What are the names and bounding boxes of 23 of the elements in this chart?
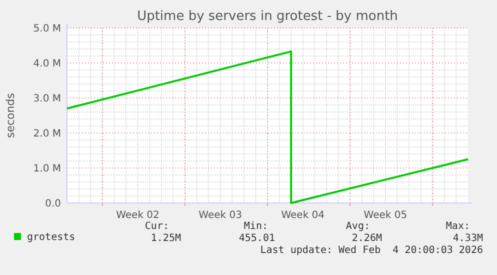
text: 4.33M — [452, 233, 483, 244]
x-tick-label: Week 04 — [281, 210, 325, 221]
text: Avg: — [346, 221, 370, 232]
y-tick-label: 1.0 M — [33, 164, 61, 174]
y-tick-label: 4.0 M — [33, 58, 61, 70]
y-tick-label: 3.0 M — [33, 94, 61, 104]
legend-label: grotests — [27, 232, 76, 243]
text: 1.25M — [150, 233, 181, 244]
text: 455.01 — [238, 233, 275, 244]
text: Last update: Wed Feb 4 20:00:03 2026 — [260, 245, 483, 256]
x-tick-label: Week 03 — [198, 210, 242, 221]
y-tick-label: 2.0 M — [33, 128, 61, 140]
chart-title: Uptime by servers in grotest - by month — [137, 9, 398, 24]
y-axis-title: seconds — [4, 92, 17, 138]
y-tick-label: 5.0 M — [33, 24, 61, 34]
x-tick-label: Week 05 — [364, 210, 408, 221]
line-series — [66, 50, 469, 204]
x-tick-label: Week 02 — [116, 210, 160, 221]
y-tick-label: 0.0 — [45, 198, 61, 210]
text: Max: — [446, 221, 470, 232]
text: Cur: — [144, 221, 169, 232]
text: 2.26M — [352, 233, 382, 244]
text: Min: — [244, 221, 268, 232]
